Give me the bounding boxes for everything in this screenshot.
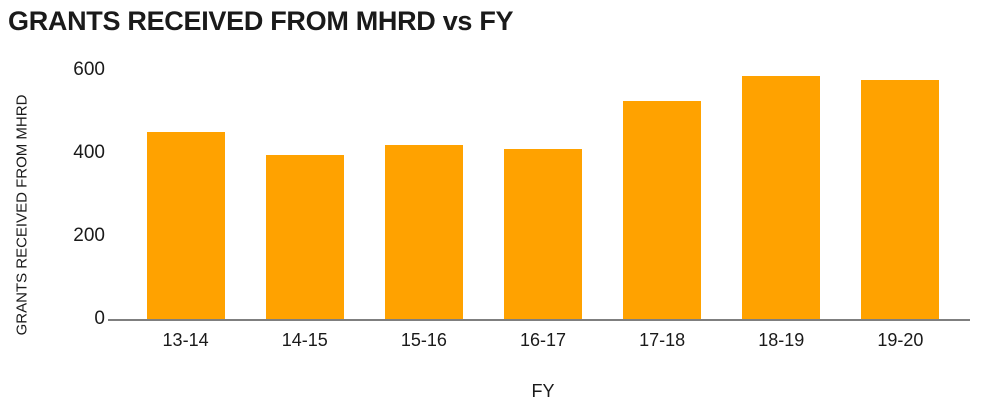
- x-tick-label: 17-18: [639, 330, 686, 350]
- x-axis-title: FY: [531, 381, 555, 401]
- bar-slot: [483, 70, 602, 319]
- x-tick-label: 16-17: [519, 330, 567, 350]
- x-axis-tick-labels: 13-14 14-15 15-16 16-17 17-18 18-19 19-20: [126, 330, 960, 351]
- x-tick-label: 19-20: [877, 330, 924, 350]
- bar: [503, 148, 582, 319]
- y-axis-title: GRANTS RECEIVED FROM MHRD: [13, 94, 31, 336]
- x-tick-label: 18-19: [758, 330, 805, 350]
- bar-slot: [841, 70, 960, 319]
- bar: [861, 80, 940, 319]
- bar-slot: [126, 70, 245, 319]
- y-tick-label: 400: [73, 142, 105, 163]
- plot-area: [126, 70, 960, 319]
- x-tick-label: 15-16: [400, 330, 447, 350]
- x-tick-label: 13-14: [162, 330, 209, 350]
- bar-slot: [603, 70, 722, 319]
- x-tick-label: 14-15: [281, 330, 328, 350]
- bar-slot: [245, 70, 364, 319]
- chart-title: GRANTS RECEIVED FROM MHRD vs FY: [8, 6, 514, 36]
- bar-slot: [722, 70, 841, 319]
- bar: [623, 101, 702, 319]
- bar: [265, 155, 344, 319]
- y-tick-label: 0: [94, 308, 105, 329]
- bar: [742, 76, 821, 319]
- bar: [146, 132, 225, 319]
- y-tick-label: 600: [73, 59, 105, 80]
- x-axis-line: [108, 319, 970, 321]
- y-tick-label: 200: [73, 225, 105, 246]
- bar-slot: [364, 70, 483, 319]
- y-axis-tick-labels: 0 200 400 600: [40, 60, 105, 329]
- bar: [384, 144, 463, 319]
